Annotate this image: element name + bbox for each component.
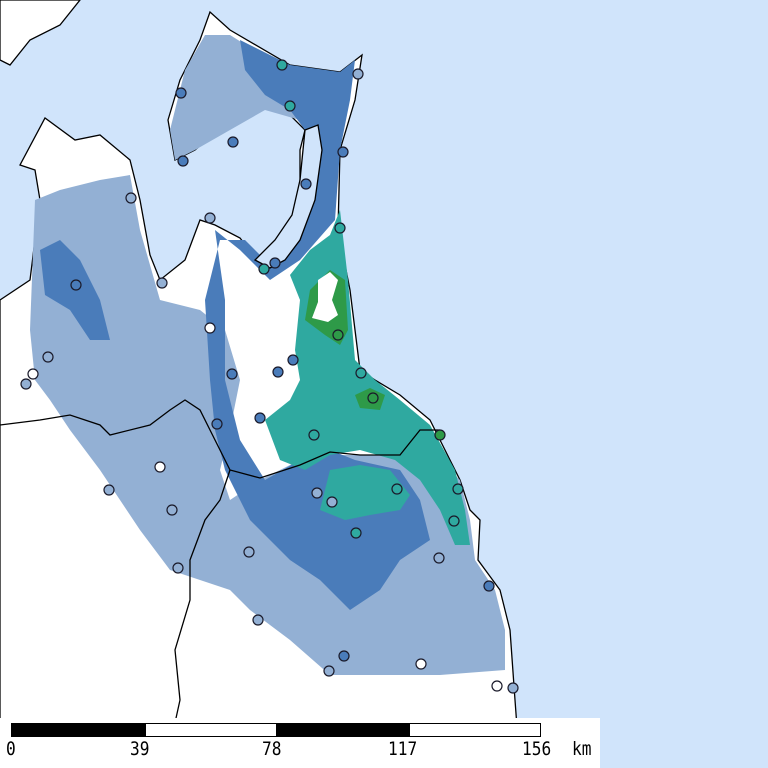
station-marker[interactable] (391, 483, 403, 495)
station-marker[interactable] (125, 192, 137, 204)
area-class-teal-south (320, 465, 410, 520)
scale-tick-0: 0 (6, 738, 16, 760)
station-marker[interactable] (243, 546, 255, 558)
scale-tick-39: 39 (130, 738, 150, 760)
station-marker[interactable] (70, 279, 82, 291)
station-marker[interactable] (326, 496, 338, 508)
scale-bar: 0 39 78 117 156 km (0, 718, 600, 768)
station-marker[interactable] (491, 680, 503, 692)
station-marker[interactable] (227, 136, 239, 148)
station-marker[interactable] (226, 368, 238, 380)
station-marker[interactable] (284, 100, 296, 112)
station-marker[interactable] (103, 484, 115, 496)
station-marker[interactable] (415, 658, 427, 670)
station-marker[interactable] (272, 366, 284, 378)
station-marker[interactable] (300, 178, 312, 190)
prefecture-boundary (0, 399, 440, 479)
station-marker[interactable] (211, 418, 223, 430)
scale-segment (145, 723, 277, 737)
station-marker[interactable] (334, 222, 346, 234)
station-marker[interactable] (434, 429, 446, 441)
station-markers (20, 59, 519, 694)
bay-water (253, 124, 323, 269)
station-marker[interactable] (269, 257, 281, 269)
station-marker[interactable] (204, 322, 216, 334)
station-marker[interactable] (352, 68, 364, 80)
station-marker[interactable] (276, 59, 288, 71)
north-land (0, 0, 81, 66)
station-marker[interactable] (154, 461, 166, 473)
station-marker[interactable] (172, 562, 184, 574)
station-marker[interactable] (337, 146, 349, 158)
station-marker[interactable] (156, 277, 168, 289)
scale-segment (409, 723, 541, 737)
station-marker[interactable] (254, 412, 266, 424)
lake-nodata (312, 272, 338, 322)
station-marker[interactable] (448, 515, 460, 527)
station-marker[interactable] (252, 614, 264, 626)
scale-tick-78: 78 (262, 738, 282, 760)
station-marker[interactable] (311, 487, 323, 499)
station-marker[interactable] (350, 527, 362, 539)
station-marker[interactable] (433, 552, 445, 564)
scale-segment (276, 723, 410, 737)
station-marker[interactable] (483, 580, 495, 592)
station-marker[interactable] (323, 665, 335, 677)
station-marker[interactable] (308, 429, 320, 441)
station-marker[interactable] (166, 504, 178, 516)
station-marker[interactable] (452, 483, 464, 495)
station-marker[interactable] (258, 263, 270, 275)
station-marker[interactable] (177, 155, 189, 167)
scale-tick-117: 117 (388, 738, 418, 760)
station-marker[interactable] (367, 392, 379, 404)
station-marker[interactable] (338, 650, 350, 662)
station-marker[interactable] (355, 367, 367, 379)
land-layer (0, 0, 521, 768)
station-marker[interactable] (42, 351, 54, 363)
prefecture-boundary-south (164, 469, 231, 768)
scale-unit: km (572, 738, 592, 760)
station-marker[interactable] (20, 378, 32, 390)
station-marker[interactable] (287, 354, 299, 366)
station-marker[interactable] (507, 682, 519, 694)
station-marker[interactable] (332, 329, 344, 341)
station-marker[interactable] (204, 212, 216, 224)
station-marker[interactable] (27, 368, 39, 380)
station-marker[interactable] (175, 87, 187, 99)
scale-segment (11, 723, 146, 737)
scale-tick-156: 156 (522, 738, 552, 760)
